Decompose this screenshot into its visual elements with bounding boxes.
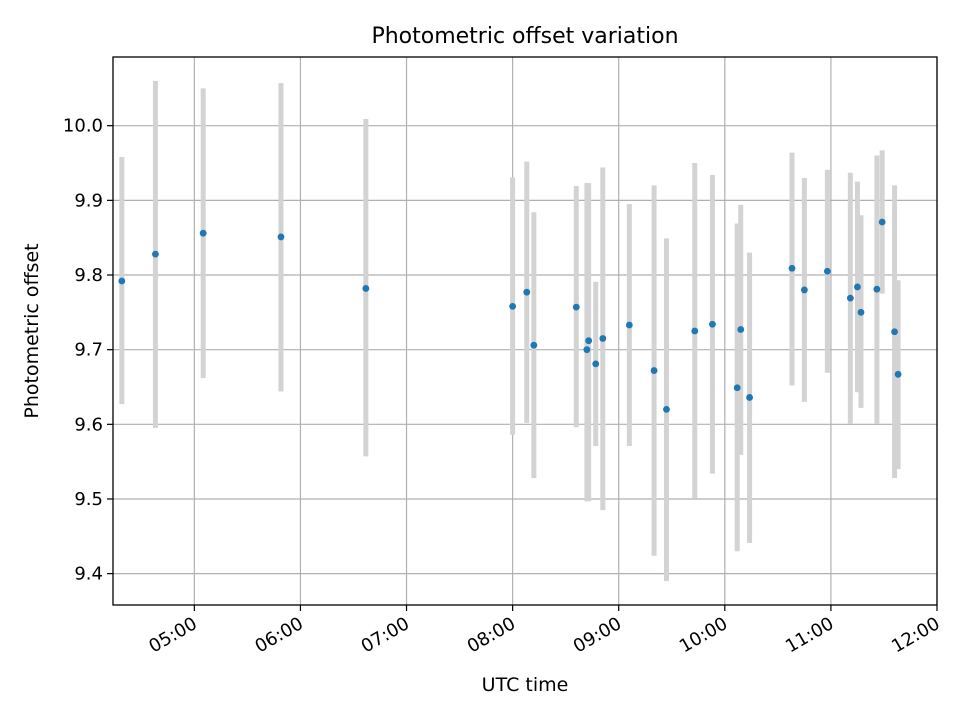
y-tick-label: 9.4 [74,564,103,585]
data-point [733,384,741,392]
plot-frame [112,56,938,606]
data-point [509,302,517,310]
data-point [523,288,531,296]
data-point [894,370,902,378]
data-point [592,360,600,368]
data-point [277,233,285,241]
data-point [873,285,881,293]
x-axis-label: UTC time [482,674,569,696]
data-points [118,218,902,413]
y-tick-label: 9.5 [74,489,103,510]
y-tick-label: 9.6 [74,414,103,435]
y-axis: 9.4 9.5 9.6 9.7 9.8 9.9 10.0 [63,116,113,585]
data-point [530,341,538,349]
data-point [199,229,207,237]
data-point [737,326,745,333]
y-tick-label: 10.0 [63,116,103,137]
y-tick-label: 9.9 [74,190,103,211]
data-point [746,394,753,401]
chart-title: Photometric offset variation [371,24,678,49]
data-point [709,320,716,328]
data-point [625,321,633,329]
data-point [846,294,854,302]
data-point [854,283,861,291]
data-point [857,308,865,316]
data-point [118,277,126,285]
data-point [599,335,607,342]
data-point [572,303,580,311]
data-point [585,337,593,345]
data-point [878,218,886,226]
data-point [152,250,159,258]
data-point [800,286,808,294]
data-point [788,264,796,272]
data-point [691,327,699,335]
data-point [583,346,591,354]
y-tick-label: 9.8 [74,265,103,286]
data-point [650,367,658,374]
data-point [823,267,831,275]
data-point [891,328,898,336]
y-tick-label: 9.7 [74,340,103,361]
data-point [663,405,670,413]
data-point [362,285,370,292]
y-axis-label: Photometric offset [21,243,43,418]
